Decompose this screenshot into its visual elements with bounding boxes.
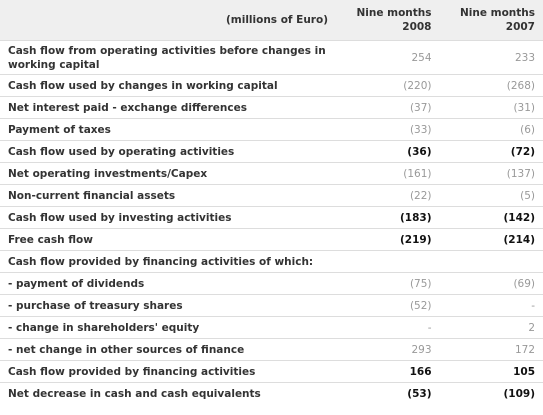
cash-flow-table: (millions of Euro) Nine months 2008 Nine … [0, 0, 543, 404]
row-value: (33) [336, 118, 440, 141]
column-header: Nine months 2007 [439, 0, 543, 41]
table-row: - change in shareholders' equity -2 [0, 316, 543, 339]
row-value: 2 [439, 316, 543, 339]
row-label: Payment of taxes [0, 118, 336, 141]
row-label: Cash flow used by changes in working cap… [0, 74, 336, 97]
column-line: Nine months [459, 7, 535, 19]
table-body: Cash flow from operating activities befo… [0, 40, 543, 404]
table-row: Non-current financial assets (22) (5) [0, 184, 543, 207]
row-label: Cash flow used by investing activities [0, 206, 336, 229]
column-header: Nine months 2008 [336, 0, 440, 41]
row-label: Cash flow used by operating activities [0, 140, 336, 163]
row-value: 166 [336, 360, 440, 383]
row-value: - [439, 294, 543, 317]
row-value: (137) [439, 162, 543, 185]
row-value: 105 [439, 360, 543, 383]
table-row: Cash flow from operating activities befo… [0, 40, 543, 75]
row-value: (219) [336, 228, 440, 251]
table-row: - purchase of treasury shares (52) - [0, 294, 543, 317]
row-value [439, 250, 543, 273]
table-row: Cash flow used by changes in working cap… [0, 74, 543, 97]
row-value: 254 [336, 40, 440, 75]
row-value: (6) [439, 118, 543, 141]
table-row: Cash flow provided by financing activiti… [0, 250, 543, 273]
column-line: Nine months [356, 7, 432, 19]
row-value: (53) [336, 382, 440, 404]
row-value: (75) [336, 272, 440, 295]
row-label: Cash flow provided by financing activiti… [0, 360, 336, 383]
table-row: Net interest paid - exchange differences… [0, 96, 543, 119]
row-value: (268) [439, 74, 543, 97]
column-line: 2008 [402, 21, 432, 33]
row-label: Free cash flow [0, 228, 336, 251]
row-label: Non-current financial assets [0, 184, 336, 207]
table-row: Cash flow provided by financing activiti… [0, 360, 543, 383]
row-value: 233 [439, 40, 543, 75]
header-row: (millions of Euro) Nine months 2008 Nine … [0, 0, 543, 41]
row-label: Net operating investments/Capex [0, 162, 336, 185]
table-row: - net change in other sources of finance… [0, 338, 543, 361]
table-row: Net decrease in cash and cash equivalent… [0, 382, 543, 404]
table-row: Free cash flow (219) (214) [0, 228, 543, 251]
row-value: (31) [439, 96, 543, 119]
row-value: (36) [336, 140, 440, 163]
row-label: - net change in other sources of finance [0, 338, 336, 361]
row-label: - change in shareholders' equity [0, 316, 336, 339]
table-row: Cash flow used by operating activities (3… [0, 140, 543, 163]
row-value: (109) [439, 382, 543, 404]
row-value: (183) [336, 206, 440, 229]
unit: (millions of Euro) [0, 0, 336, 41]
table-row: Cash flow used by investing activities (1… [0, 206, 543, 229]
row-value: 293 [336, 338, 440, 361]
row-label: Cash flow provided by financing activiti… [0, 250, 336, 273]
column-line: 2007 [505, 21, 535, 33]
row-value: - [336, 316, 440, 339]
row-value: (69) [439, 272, 543, 295]
row-value: (220) [336, 74, 440, 97]
row-value: (5) [439, 184, 543, 207]
row-label: - purchase of treasury shares [0, 294, 336, 317]
row-label: Cash flow from operating activities befo… [0, 40, 336, 75]
row-value: (52) [336, 294, 440, 317]
row-value: (142) [439, 206, 543, 229]
table-row: - payment of dividends (75) (69) [0, 272, 543, 295]
row-value: (37) [336, 96, 440, 119]
table-row: Net operating investments/Capex (161) (137… [0, 162, 543, 185]
row-value: 172 [439, 338, 543, 361]
row-label: Net decrease in cash and cash equivalent… [0, 382, 336, 404]
row-value: (72) [439, 140, 543, 163]
row-value [336, 250, 440, 273]
row-value: (22) [336, 184, 440, 207]
row-value: (214) [439, 228, 543, 251]
row-value: (161) [336, 162, 440, 185]
table-row: Payment of taxes (33) (6) [0, 118, 543, 141]
row-label: - payment of dividends [0, 272, 336, 295]
row-label: Net interest paid - exchange differences [0, 96, 336, 119]
